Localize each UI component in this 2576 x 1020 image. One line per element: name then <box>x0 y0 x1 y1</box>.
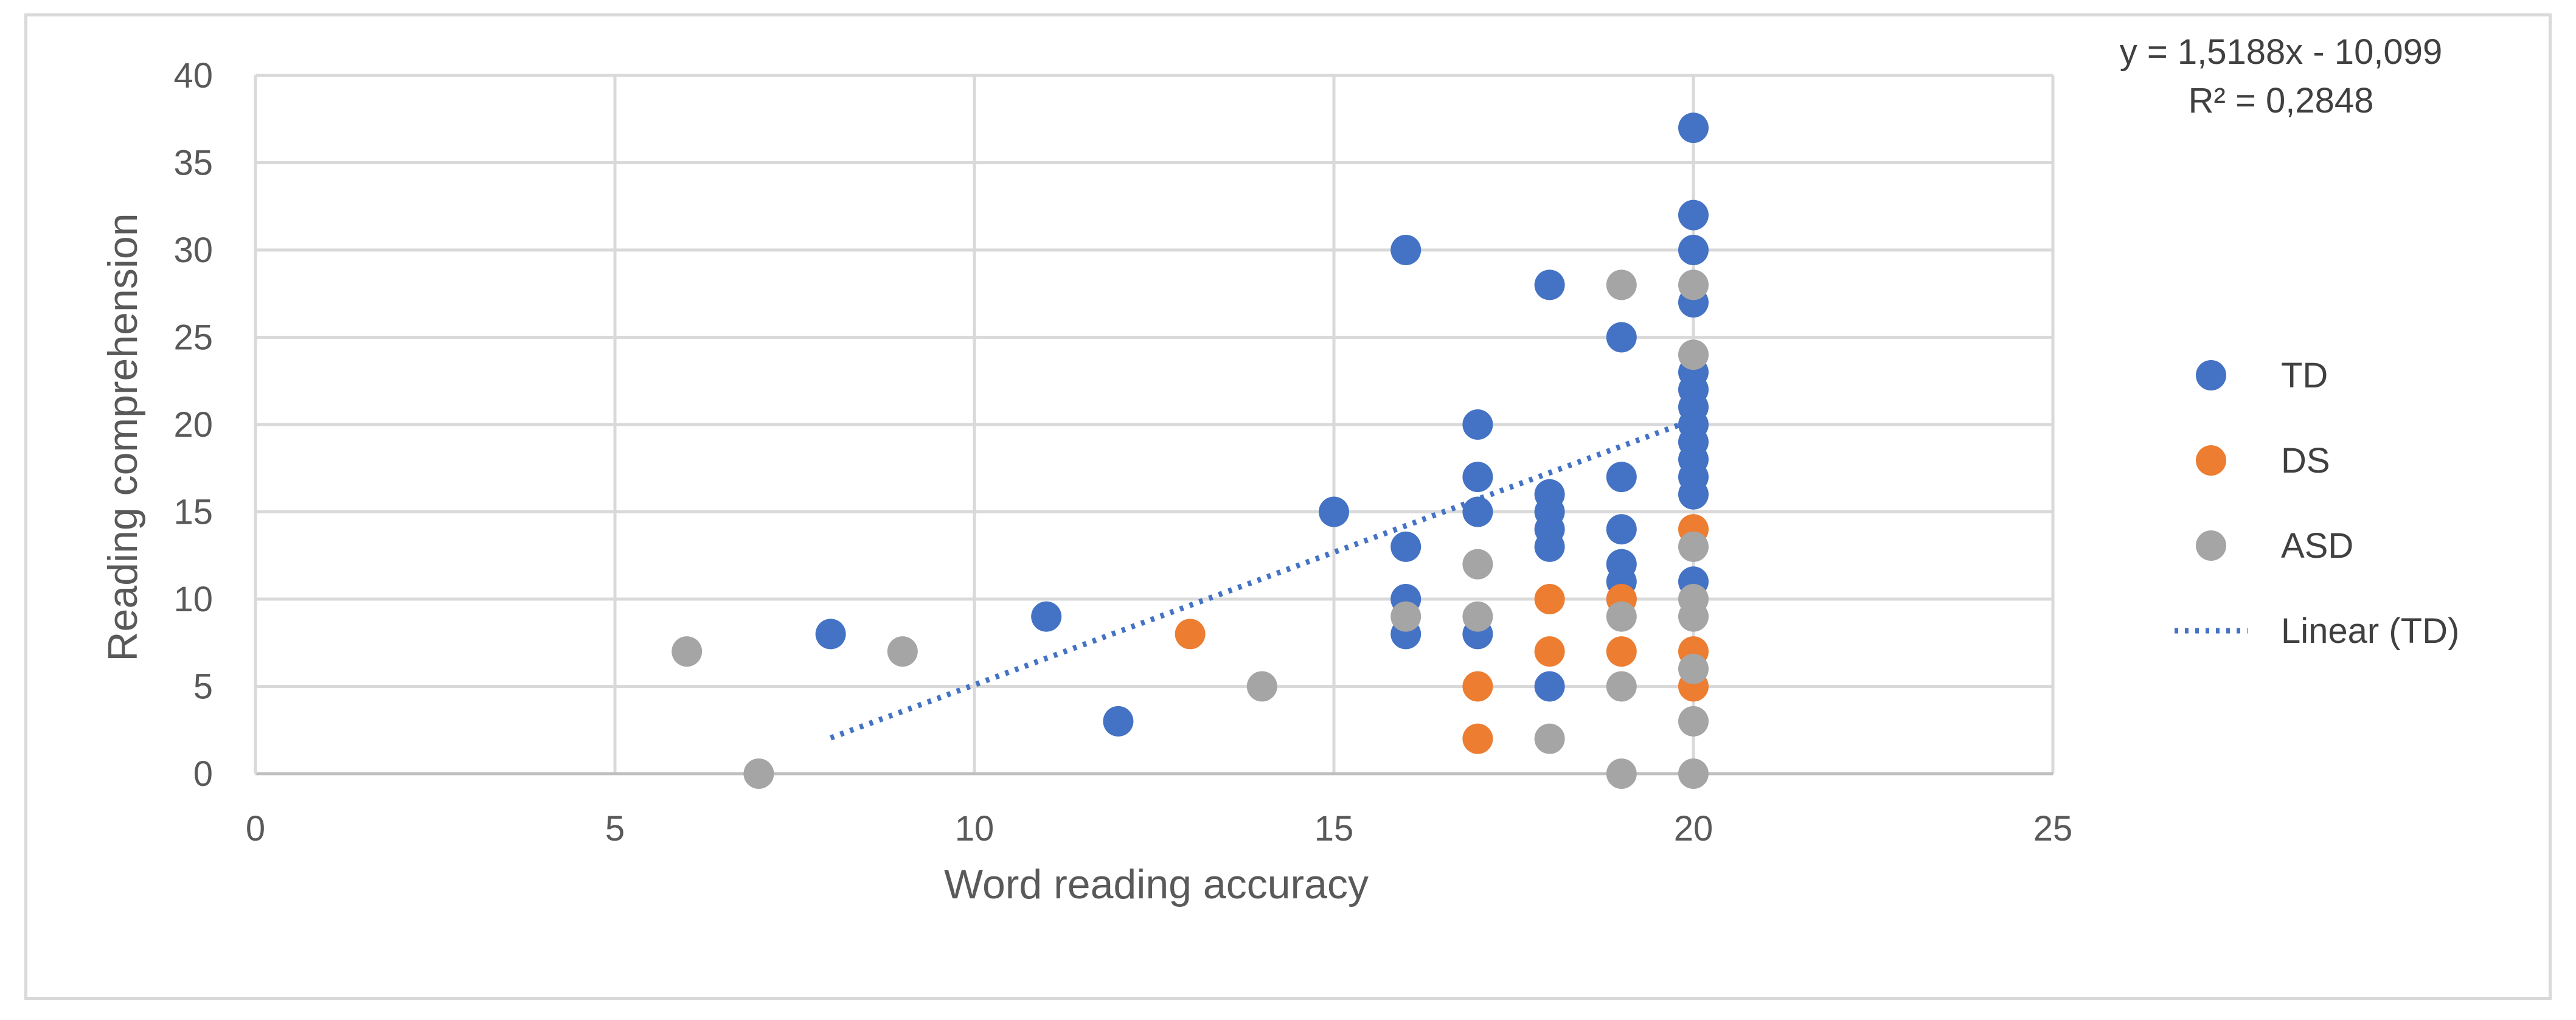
data-point-td <box>1031 601 1062 632</box>
data-point-asd <box>1462 601 1493 632</box>
data-point-td <box>1678 199 1709 231</box>
axes <box>254 75 2053 775</box>
data-point-td <box>1319 496 1349 527</box>
data-point-td <box>1534 269 1565 300</box>
data-point-ds <box>1534 584 1565 614</box>
y-tick-label: 40 <box>173 56 213 95</box>
trendline-layer <box>830 417 1695 741</box>
data-point-td <box>1606 322 1637 353</box>
x-tick-label: 0 <box>246 809 265 848</box>
legend-label-asd: ASD <box>2281 526 2353 566</box>
tick-labels: 0 5 10 15 20 25 0 5 10 15 20 25 30 35 40 <box>173 56 2072 848</box>
y-tick-label: 15 <box>173 493 213 532</box>
series-td <box>815 113 1709 737</box>
data-point-asd <box>1678 653 1709 684</box>
legend-label-ds: DS <box>2281 441 2330 481</box>
data-point-asd <box>1678 339 1709 370</box>
data-point-asd <box>1678 269 1709 300</box>
data-point-asd <box>887 636 918 667</box>
data-point-td <box>1390 235 1422 265</box>
trendline-linear-td <box>830 417 1695 741</box>
data-point-asd <box>1606 269 1637 300</box>
x-tick-label: 5 <box>605 809 625 848</box>
chart-frame: 0 5 10 15 20 25 0 5 10 15 20 25 30 35 40 Word reading … <box>24 13 2552 1000</box>
data-point-td <box>1678 479 1709 510</box>
data-point-td <box>1678 235 1709 265</box>
data-point-td <box>1103 706 1134 737</box>
x-tick-label: 10 <box>955 809 995 848</box>
data-point-asd <box>1678 706 1709 737</box>
data-point-td <box>1462 462 1493 493</box>
data-point-ds <box>1606 636 1637 667</box>
data-point-asd <box>1678 758 1709 789</box>
trendline-equation: y = 1,5188x - 10,099 <box>2120 32 2442 72</box>
y-tick-label: 0 <box>193 754 213 794</box>
data-point-asd <box>1462 549 1493 580</box>
data-point-td <box>1678 113 1709 144</box>
data-point-td <box>1606 514 1637 545</box>
legend: TD DS ASD Linear (TD) <box>2175 356 2459 651</box>
legend-marker-ds <box>2196 445 2226 476</box>
y-tick-label: 35 <box>173 144 213 183</box>
data-point-asd <box>1246 671 1277 702</box>
data-point-asd <box>1390 601 1422 632</box>
x-tick-label: 20 <box>1674 809 1713 848</box>
data-point-asd <box>1534 723 1565 754</box>
data-point-asd <box>1606 671 1637 702</box>
y-tick-label: 25 <box>173 318 213 358</box>
data-point-ds <box>1462 671 1493 702</box>
y-tick-label: 5 <box>193 667 213 707</box>
data-point-asd <box>1606 758 1637 789</box>
data-point-asd <box>1606 601 1637 632</box>
trendline-r-squared: R² = 0,2848 <box>2189 81 2374 120</box>
legend-label-td: TD <box>2281 356 2328 395</box>
data-point-asd <box>1678 531 1709 562</box>
data-point-ds <box>1462 723 1493 754</box>
scatter-chart: 0 5 10 15 20 25 0 5 10 15 20 25 30 35 40 Word reading … <box>100 32 2459 907</box>
data-point-asd <box>672 636 703 667</box>
x-tick-label: 15 <box>1314 809 1354 848</box>
data-point-td <box>815 619 846 650</box>
gridlines <box>255 74 2055 774</box>
y-axis-title: Reading comprehension <box>100 213 146 661</box>
data-point-asd <box>1678 601 1709 632</box>
y-tick-label: 30 <box>173 231 213 270</box>
legend-marker-td <box>2196 360 2226 390</box>
data-point-td <box>1534 671 1565 702</box>
legend-marker-asd <box>2196 530 2226 561</box>
y-tick-label: 10 <box>173 580 213 619</box>
legend-label-trendline: Linear (TD) <box>2281 611 2459 651</box>
data-point-td <box>1390 531 1422 562</box>
data-point-td <box>1606 462 1637 493</box>
data-point-td <box>1462 496 1493 527</box>
data-point-asd <box>743 758 774 789</box>
data-point-ds <box>1175 619 1206 650</box>
x-tick-label: 25 <box>2033 809 2073 848</box>
data-point-td <box>1462 409 1493 440</box>
data-point-td <box>1534 531 1565 562</box>
y-tick-label: 20 <box>173 405 213 445</box>
data-points <box>672 113 1709 789</box>
x-axis-title: Word reading accuracy <box>944 861 1369 907</box>
series-ds <box>1175 514 1709 754</box>
data-point-ds <box>1534 636 1565 667</box>
series-asd <box>672 269 1709 789</box>
